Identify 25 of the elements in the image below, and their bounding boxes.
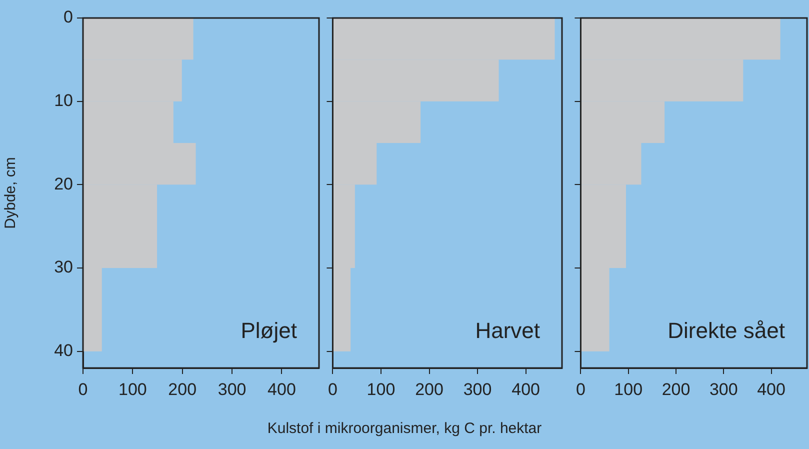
x-tick-label: 200 [415,380,444,399]
y-tick-label: 30 [54,258,73,277]
x-tick-label: 0 [576,380,586,399]
y-tick-label: 20 [54,174,73,194]
x-tick-label: 0 [328,380,338,399]
x-tick-label: 300 [709,380,738,399]
x-tick-label: 100 [118,380,147,399]
y-tick-label: 40 [54,341,73,360]
x-tick-label: 400 [512,380,540,399]
annotation: Direkte sået [668,318,785,343]
x-tick-label: 400 [757,380,786,399]
x-tick-label: 400 [268,380,296,399]
annotation: Pløjet [240,318,297,343]
y-tick-label: 10 [54,91,73,110]
x-tick-label: 300 [463,380,492,399]
x-axis-title: Kulstof i mikroorganismer, kg C pr. hektar [266,420,543,437]
x-tick-label: 0 [78,380,88,399]
annotation: Harvet [475,318,540,343]
x-tick-label: 200 [168,380,197,399]
x-tick-label: 200 [662,380,690,399]
x-tick-label: 100 [614,380,643,399]
y-tick-label: 0 [64,8,73,27]
y-axis-title: Dybde, cm [2,157,20,229]
x-tick-label: 100 [366,380,396,399]
x-tick-label: 300 [218,380,246,399]
